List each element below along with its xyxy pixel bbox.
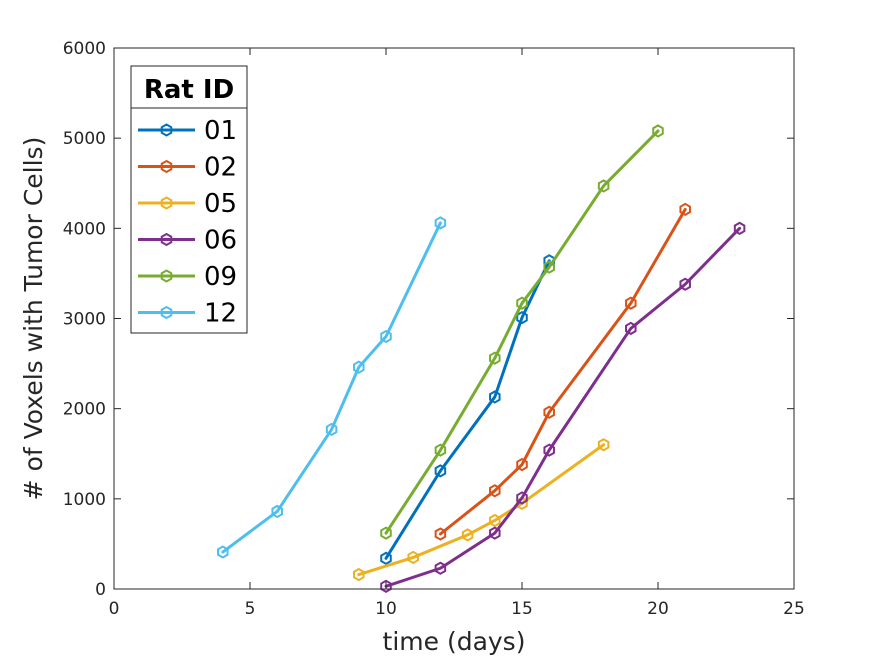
series-12	[217, 216, 447, 559]
x-tick-label: 15	[511, 599, 533, 619]
legend-label: 02	[204, 153, 237, 183]
series-line-05	[357, 443, 606, 577]
series-06	[380, 221, 746, 593]
y-tick-label: 2000	[63, 400, 106, 420]
data-point	[217, 545, 229, 559]
legend-label: 09	[204, 262, 237, 292]
data-point	[461, 528, 474, 542]
legend-entries: 01 02 05 06 09 12	[138, 116, 237, 329]
data-point	[679, 277, 691, 291]
legend-label: 05	[204, 189, 237, 219]
data-point	[625, 321, 637, 336]
data-point	[543, 260, 555, 274]
data-point	[489, 351, 501, 365]
data-point	[516, 491, 528, 505]
data-point	[434, 464, 447, 478]
data-point	[543, 443, 555, 457]
legend-label: 01	[204, 116, 237, 146]
legend-swatch-marker	[160, 232, 173, 247]
x-tick-label: 25	[783, 599, 805, 619]
legend-title: Rat ID	[144, 75, 234, 105]
series-line-02	[438, 207, 687, 536]
y-axis-label: # of Voxels with Tumor Cells)	[19, 137, 48, 501]
data-point	[516, 296, 528, 310]
data-point	[271, 504, 283, 519]
data-point	[380, 551, 392, 565]
data-point	[434, 527, 447, 541]
series-line-09	[384, 129, 660, 535]
legend-swatch-marker	[160, 305, 173, 320]
series-line-06	[384, 226, 742, 588]
data-point	[652, 124, 664, 138]
series-02	[434, 202, 691, 541]
data-point	[489, 390, 501, 404]
data-point	[434, 561, 447, 575]
data-point	[516, 457, 528, 472]
data-point	[733, 221, 746, 235]
series-line-01	[384, 259, 551, 560]
legend-label: 12	[204, 299, 237, 329]
legend-entry-12: 12	[138, 299, 237, 329]
y-tick-label: 3000	[63, 310, 106, 330]
data-point	[434, 216, 447, 230]
x-axis-label: time (days)	[383, 627, 526, 656]
data-point	[489, 513, 501, 528]
data-point	[353, 360, 365, 374]
data-point	[543, 405, 555, 419]
data-point	[325, 422, 338, 437]
data-point	[407, 550, 419, 565]
legend-swatch-marker	[160, 123, 173, 137]
data-point	[380, 329, 392, 344]
data-point	[353, 567, 365, 582]
legend-entry-05: 05	[138, 189, 237, 219]
data-point	[597, 438, 610, 452]
legend-swatch-marker	[160, 159, 173, 174]
data-point	[489, 484, 501, 498]
data-point	[489, 526, 501, 540]
x-tick-label: 20	[647, 599, 669, 619]
series-09	[380, 124, 664, 540]
x-tick-label: 5	[245, 599, 256, 619]
legend-entry-02: 02	[138, 153, 237, 183]
y-ticks: 0 1000 2000 3000 4000 5000 6000	[63, 39, 794, 600]
data-point	[434, 443, 447, 457]
y-tick-label: 1000	[63, 490, 106, 510]
legend-entry-06: 06	[138, 226, 237, 256]
x-ticks: 0 5 10 15 20 25	[109, 48, 805, 619]
legend-box	[130, 65, 248, 334]
x-tick-label: 0	[109, 599, 120, 619]
y-tick-label: 4000	[63, 219, 106, 239]
data-point	[380, 579, 392, 593]
data-point	[625, 296, 637, 310]
y-tick-label: 0	[95, 580, 106, 600]
legend-swatch-marker	[160, 269, 173, 283]
legend-swatch-marker	[160, 196, 173, 210]
data-point	[597, 179, 610, 193]
legend-label: 06	[204, 226, 237, 256]
series-layer	[217, 124, 746, 593]
data-point	[679, 202, 691, 217]
x-tick-label: 10	[375, 599, 397, 619]
legend: Rat ID 01 02 05 06 09 12	[130, 65, 248, 334]
legend-entry-09: 09	[138, 262, 237, 292]
y-tick-label: 5000	[63, 129, 106, 149]
data-point	[380, 526, 392, 540]
y-tick-label: 6000	[63, 39, 106, 59]
legend-entry-01: 01	[138, 116, 237, 146]
series-line-12	[221, 221, 442, 554]
